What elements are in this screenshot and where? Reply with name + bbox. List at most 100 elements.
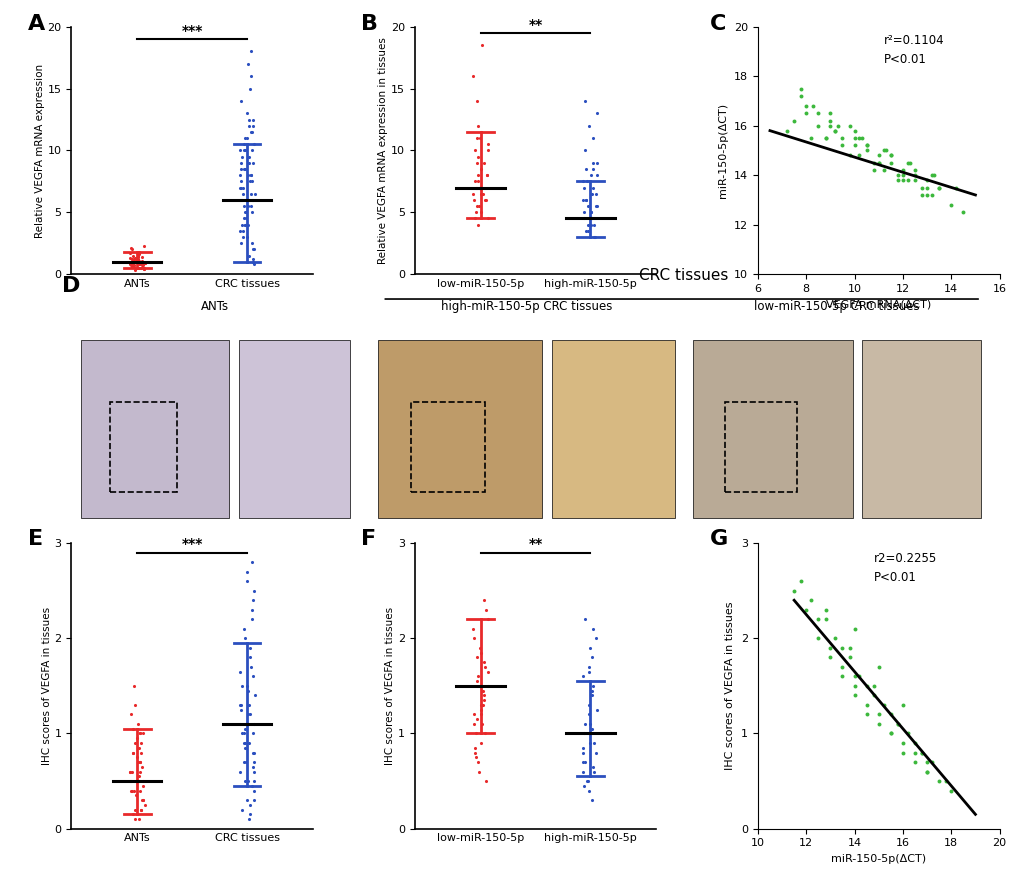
Point [918,755,934,769]
Point [238,565,255,579]
Point [918,764,934,779]
Text: ANTs: ANTs [201,299,229,313]
Point [582,205,598,219]
Point [127,251,144,266]
Point [131,726,148,740]
Point [467,746,483,760]
Point [123,257,140,272]
Point [466,211,482,225]
Point [906,755,922,769]
Point [129,249,146,263]
Point [846,669,862,683]
Point [479,168,495,183]
Point [246,764,262,779]
Point [233,192,250,207]
Point [846,622,862,636]
Point [472,125,488,139]
Point [240,683,257,698]
Point [584,679,600,693]
X-axis label: VEGFA mRNA(ΔCT): VEGFA mRNA(ΔCT) [825,299,930,309]
Point [475,593,491,608]
Point [475,683,491,698]
Point [809,612,825,626]
Point [826,124,843,138]
Point [918,188,934,202]
Point [122,246,139,260]
Point [470,175,486,189]
Point [913,188,929,202]
Point [131,769,148,783]
Text: r2=0.2255
P<0.01: r2=0.2255 P<0.01 [873,552,936,584]
Point [906,746,922,760]
Point [244,143,260,158]
Point [468,726,484,740]
Point [479,612,495,626]
Point [470,755,486,769]
Bar [861,340,980,519]
Point [239,707,256,722]
Point [472,131,488,145]
Point [821,650,838,665]
Text: D: D [62,276,81,296]
Point [237,211,254,225]
Point [233,94,250,108]
Point [128,251,145,266]
Point [125,746,142,760]
Point [918,764,934,779]
Point [816,612,833,626]
Point [821,119,838,133]
Point [870,717,887,732]
Point [473,645,489,659]
Point [588,106,604,120]
Point [913,746,929,760]
Point [246,793,262,807]
Point [575,175,591,189]
Point [821,106,838,120]
Point [242,707,258,722]
Point [130,261,147,275]
Point [237,205,254,219]
Point [588,702,604,716]
Point [238,793,255,807]
Point [133,249,150,264]
Point [881,726,898,740]
Point [786,114,802,128]
Point [954,205,970,219]
Point [468,131,484,145]
Point [124,764,141,779]
Point [889,717,905,732]
Point [834,659,850,674]
Point [242,175,258,189]
Point [581,717,597,732]
Point [124,249,141,263]
Point [467,750,483,764]
Point [243,168,259,183]
Point [583,683,599,698]
Bar [238,340,350,519]
Point [588,168,604,183]
Bar [377,340,542,519]
Point [578,224,594,238]
Point [477,774,493,789]
Point [587,230,603,244]
Point [828,119,845,133]
Point [132,736,149,750]
Point [472,162,488,176]
Point [471,764,487,779]
Point [469,94,485,108]
Point [132,746,149,760]
Point [232,698,249,712]
Point [122,251,139,266]
Point [233,803,250,817]
Point [136,239,152,253]
Point [467,143,483,158]
Point [578,162,594,176]
Point [232,236,249,250]
Point [802,593,818,608]
Point [805,99,821,113]
Bar [110,403,177,492]
Point [479,137,495,151]
Point [126,812,143,826]
Point [124,256,141,270]
Point [135,793,151,807]
